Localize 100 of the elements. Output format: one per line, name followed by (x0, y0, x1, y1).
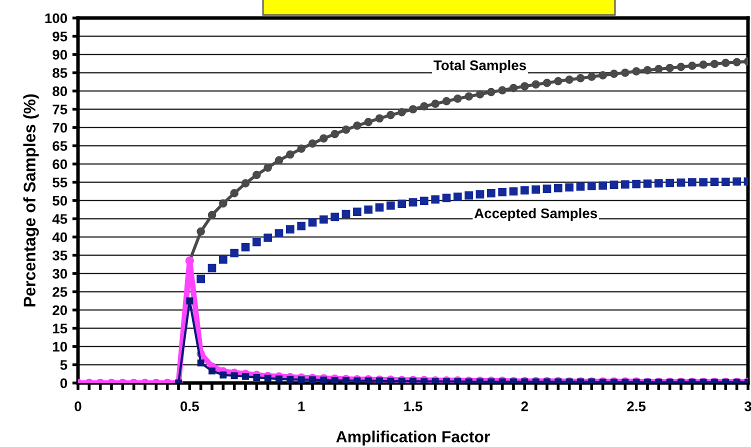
point (487, 189, 496, 198)
point (353, 122, 362, 130)
point (509, 84, 518, 92)
point (498, 188, 506, 196)
y-tick-label: 55 (52, 178, 68, 188)
point (431, 195, 440, 204)
point (309, 376, 316, 383)
y-tick-label: 75 (52, 104, 68, 114)
point (264, 234, 272, 242)
x-tick-label: 2 (521, 401, 528, 412)
point (297, 222, 306, 230)
y-tick-label: 85 (52, 68, 68, 78)
point (252, 238, 261, 246)
point (253, 374, 260, 381)
y-tick-label: 30 (52, 268, 68, 279)
point (520, 186, 529, 194)
point (408, 105, 418, 114)
point (286, 225, 294, 234)
point (476, 190, 484, 198)
point (297, 144, 306, 153)
point (666, 64, 674, 72)
x-tick-label: 0 (74, 401, 82, 412)
point (598, 71, 607, 80)
point (331, 376, 338, 383)
x-axis-title: Amplification Factor (336, 430, 490, 446)
y-tick-label: 60 (52, 159, 68, 170)
point (342, 126, 350, 134)
y-tick-label: 50 (52, 196, 68, 206)
point (554, 184, 562, 192)
y-tick-label: 5 (60, 360, 68, 370)
point (643, 66, 652, 74)
point (610, 70, 618, 78)
y-tick-label: 95 (52, 32, 68, 42)
point (598, 181, 607, 190)
point (476, 90, 484, 98)
point (219, 255, 228, 264)
point (364, 205, 372, 214)
point (520, 82, 529, 90)
y-tick-label: 100 (45, 13, 68, 24)
y-tick-label: 90 (52, 50, 68, 60)
point (308, 218, 317, 227)
y-tick-label: 10 (53, 342, 68, 352)
point (420, 102, 428, 110)
point (196, 227, 205, 236)
point (464, 191, 473, 200)
y-tick-label: 65 (52, 141, 68, 151)
point (264, 163, 272, 172)
point (654, 179, 663, 188)
point (398, 200, 406, 208)
point (208, 367, 216, 374)
point (576, 74, 585, 82)
point (688, 62, 696, 70)
x-tick-label: 0.5 (180, 401, 199, 412)
point (286, 150, 294, 159)
y-tick-label: 15 (53, 324, 68, 334)
point (408, 198, 418, 206)
point (722, 58, 730, 68)
point (197, 359, 204, 366)
point (196, 274, 205, 284)
point (286, 376, 294, 383)
point (542, 184, 552, 193)
point (353, 208, 362, 216)
y-tick-label: 35 (52, 250, 68, 260)
point (498, 86, 506, 94)
point (420, 196, 428, 206)
y-tick-label: 0 (60, 378, 68, 388)
point (565, 183, 574, 192)
point (532, 80, 540, 89)
point (699, 178, 708, 186)
y-tick-label: 25 (52, 287, 68, 297)
point (330, 212, 339, 222)
point (219, 199, 228, 208)
x-tick-label: 1 (298, 402, 305, 412)
point (230, 189, 238, 198)
point (342, 210, 350, 218)
point (610, 180, 618, 189)
point (464, 92, 473, 101)
series-label: Total Samples (434, 60, 526, 73)
y-tick-label: 20 (52, 305, 68, 316)
point (710, 178, 719, 186)
point (308, 139, 317, 148)
point (565, 76, 574, 84)
point (298, 376, 305, 383)
y-axis-title: Percentage of Samples (%) (23, 94, 39, 306)
point (274, 229, 284, 238)
point (666, 178, 674, 188)
point (252, 170, 261, 180)
y-tick-label: 40 (52, 232, 68, 242)
point (431, 100, 440, 108)
point (699, 60, 708, 69)
x-tick-label: 1.5 (404, 402, 422, 412)
point (208, 210, 216, 220)
series-label: Accepted Samples (474, 208, 598, 222)
point (220, 371, 227, 378)
point (643, 180, 652, 188)
point (688, 178, 696, 186)
point (621, 68, 630, 77)
point (274, 156, 284, 165)
point (375, 203, 384, 212)
point (320, 215, 328, 224)
